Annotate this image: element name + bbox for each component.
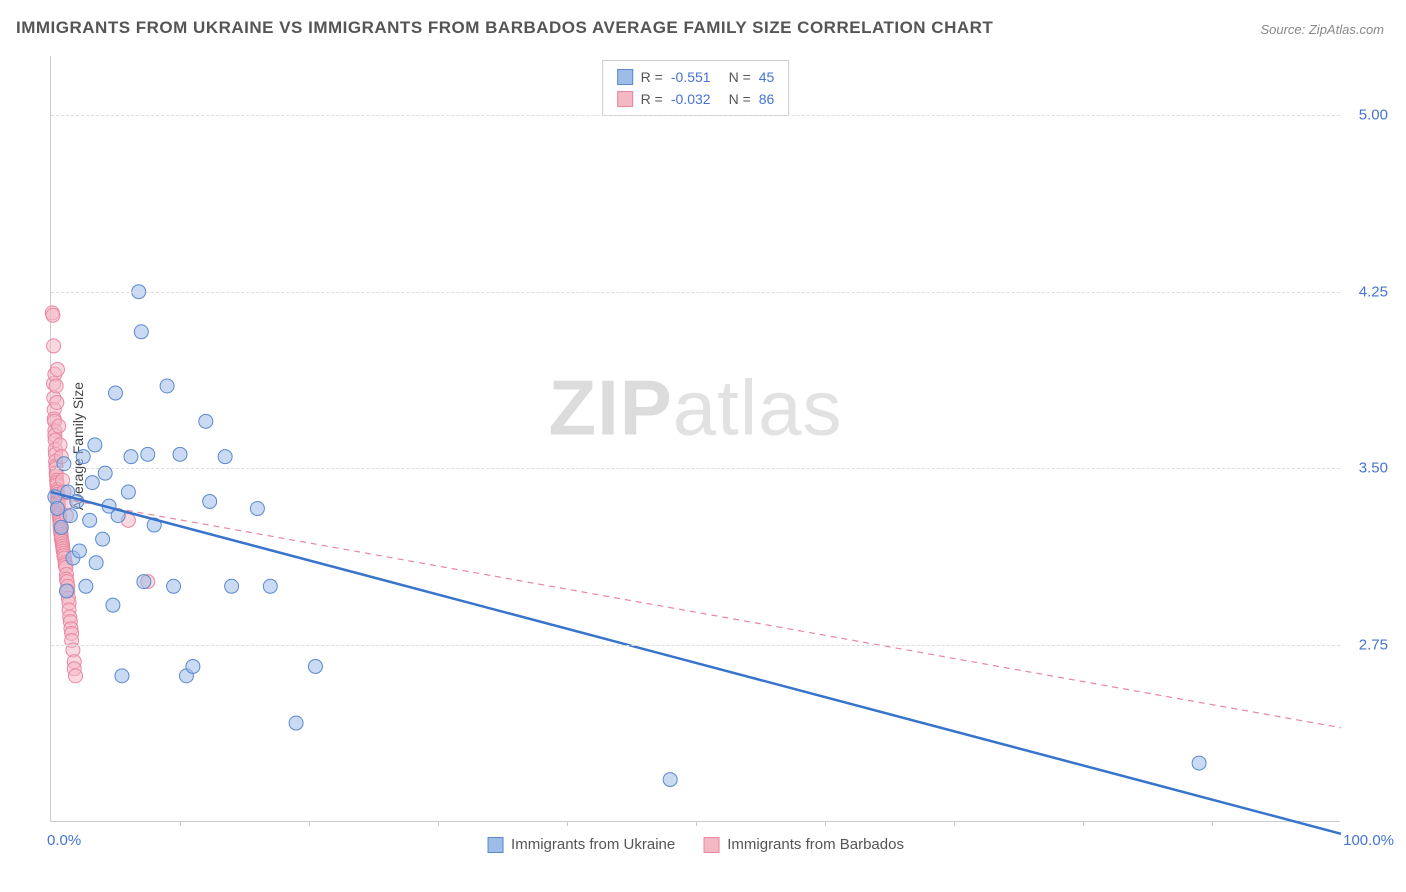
scatter-point <box>141 447 155 461</box>
scatter-point <box>173 447 187 461</box>
scatter-point <box>85 476 99 490</box>
scatter-point <box>50 395 64 409</box>
scatter-point <box>1192 756 1206 770</box>
scatter-point <box>50 362 64 376</box>
r-value-barbados: -0.032 <box>671 88 711 110</box>
scatter-point <box>218 450 232 464</box>
scatter-point <box>50 502 64 516</box>
x-tick <box>954 821 955 826</box>
r-label: R = <box>641 66 663 88</box>
scatter-point <box>167 579 181 593</box>
scatter-point <box>115 669 129 683</box>
scatter-point <box>59 584 73 598</box>
grid-line <box>51 292 1340 293</box>
r-label: R = <box>641 88 663 110</box>
scatter-svg <box>51 56 1340 821</box>
scatter-point <box>47 339 61 353</box>
chart-plot-area: ZIPatlas R = -0.551 N = 45 R = -0.032 N … <box>50 56 1340 822</box>
scatter-point <box>308 659 322 673</box>
x-axis-min-label: 0.0% <box>47 832 81 849</box>
y-tick-label: 5.00 <box>1348 106 1388 123</box>
x-tick <box>438 821 439 826</box>
scatter-point <box>69 669 83 683</box>
y-tick-label: 2.75 <box>1348 637 1388 654</box>
y-tick-label: 4.25 <box>1348 283 1388 300</box>
series-label-ukraine: Immigrants from Ukraine <box>511 836 675 853</box>
scatter-point <box>134 325 148 339</box>
series-legend: Immigrants from Ukraine Immigrants from … <box>487 836 904 853</box>
n-label: N = <box>729 88 751 110</box>
source-attribution: Source: ZipAtlas.com <box>1260 22 1384 37</box>
scatter-point <box>263 579 277 593</box>
scatter-point <box>54 520 68 534</box>
grid-line <box>51 468 1340 469</box>
scatter-point <box>52 419 66 433</box>
scatter-point <box>186 659 200 673</box>
x-tick <box>180 821 181 826</box>
scatter-point <box>96 532 110 546</box>
x-tick <box>1083 821 1084 826</box>
scatter-point <box>289 716 303 730</box>
scatter-point <box>89 556 103 570</box>
n-value-ukraine: 45 <box>759 66 775 88</box>
n-label: N = <box>729 66 751 88</box>
x-axis-max-label: 100.0% <box>1343 832 1394 849</box>
legend-row-barbados: R = -0.032 N = 86 <box>617 88 775 110</box>
swatch-barbados <box>617 91 633 107</box>
x-tick <box>696 821 697 826</box>
scatter-point <box>83 513 97 527</box>
y-tick-label: 3.50 <box>1348 460 1388 477</box>
chart-title: IMMIGRANTS FROM UKRAINE VS IMMIGRANTS FR… <box>16 18 993 38</box>
correlation-legend: R = -0.551 N = 45 R = -0.032 N = 86 <box>602 60 790 116</box>
scatter-point <box>121 485 135 499</box>
scatter-point <box>106 598 120 612</box>
x-tick <box>1212 821 1213 826</box>
grid-line <box>51 115 1340 116</box>
scatter-point <box>109 386 123 400</box>
n-value-barbados: 86 <box>759 88 775 110</box>
x-tick <box>825 821 826 826</box>
scatter-point <box>160 379 174 393</box>
scatter-point <box>63 509 77 523</box>
grid-line <box>51 645 1340 646</box>
scatter-point <box>250 502 264 516</box>
scatter-point <box>88 438 102 452</box>
scatter-point <box>199 414 213 428</box>
r-value-ukraine: -0.551 <box>671 66 711 88</box>
scatter-point <box>46 308 60 322</box>
scatter-point <box>225 579 239 593</box>
legend-item-ukraine: Immigrants from Ukraine <box>487 836 675 853</box>
scatter-point <box>137 575 151 589</box>
scatter-point <box>49 379 63 393</box>
scatter-point <box>72 544 86 558</box>
scatter-point <box>663 773 677 787</box>
x-tick <box>309 821 310 826</box>
scatter-point <box>76 450 90 464</box>
legend-row-ukraine: R = -0.551 N = 45 <box>617 66 775 88</box>
legend-item-barbados: Immigrants from Barbados <box>703 836 904 853</box>
swatch-ukraine <box>617 69 633 85</box>
swatch-barbados <box>703 837 719 853</box>
x-tick <box>567 821 568 826</box>
swatch-ukraine <box>487 837 503 853</box>
series-label-barbados: Immigrants from Barbados <box>727 836 904 853</box>
scatter-point <box>79 579 93 593</box>
scatter-point <box>124 450 138 464</box>
scatter-point <box>203 494 217 508</box>
regression-line <box>51 497 1341 728</box>
regression-line <box>51 492 1341 834</box>
